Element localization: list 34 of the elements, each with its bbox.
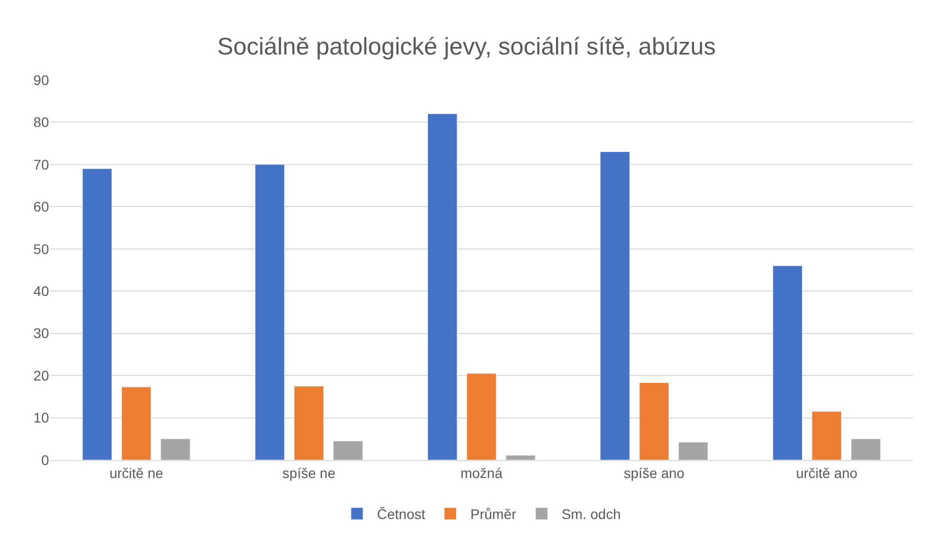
- chart-title: Sociálně patologické jevy, sociální sítě, abúzus: [217, 34, 716, 61]
- bar: [506, 455, 536, 460]
- bar: [772, 266, 802, 460]
- bar: [850, 438, 881, 460]
- bar: [82, 168, 112, 460]
- x-tick-label: spíše ano: [624, 464, 685, 481]
- bar: [160, 438, 190, 460]
- bar: [812, 411, 842, 460]
- y-tick-label: 60: [33, 198, 50, 215]
- x-tick-label: možná: [460, 464, 503, 481]
- y-tick-label: 40: [33, 283, 50, 300]
- bar: [254, 164, 285, 460]
- legend-label: Průměr: [470, 506, 517, 522]
- x-tick-label: spíše ne: [282, 464, 336, 481]
- legend-label: Četnost: [377, 506, 426, 522]
- bar: [678, 442, 708, 460]
- y-tick-label: 90: [33, 72, 50, 88]
- y-tick-label: 30: [33, 325, 50, 342]
- bar: [121, 386, 152, 460]
- y-tick-label: 0: [41, 452, 50, 468]
- bar: [639, 382, 670, 460]
- y-tick-label: 70: [33, 156, 50, 172]
- x-tick-label: určitě ne: [109, 464, 164, 481]
- y-tick-label: 80: [33, 114, 50, 130]
- legend-label: Sm. odch: [562, 506, 621, 522]
- bar: [294, 386, 324, 460]
- y-tick-label: 10: [33, 410, 50, 426]
- bar: [600, 152, 630, 460]
- y-tick-label: 20: [33, 367, 50, 384]
- bar: [466, 373, 496, 460]
- y-tick-label: 50: [33, 240, 50, 257]
- bar: [427, 114, 458, 460]
- x-tick-label: určitě ano: [796, 464, 858, 481]
- bar: [333, 440, 363, 460]
